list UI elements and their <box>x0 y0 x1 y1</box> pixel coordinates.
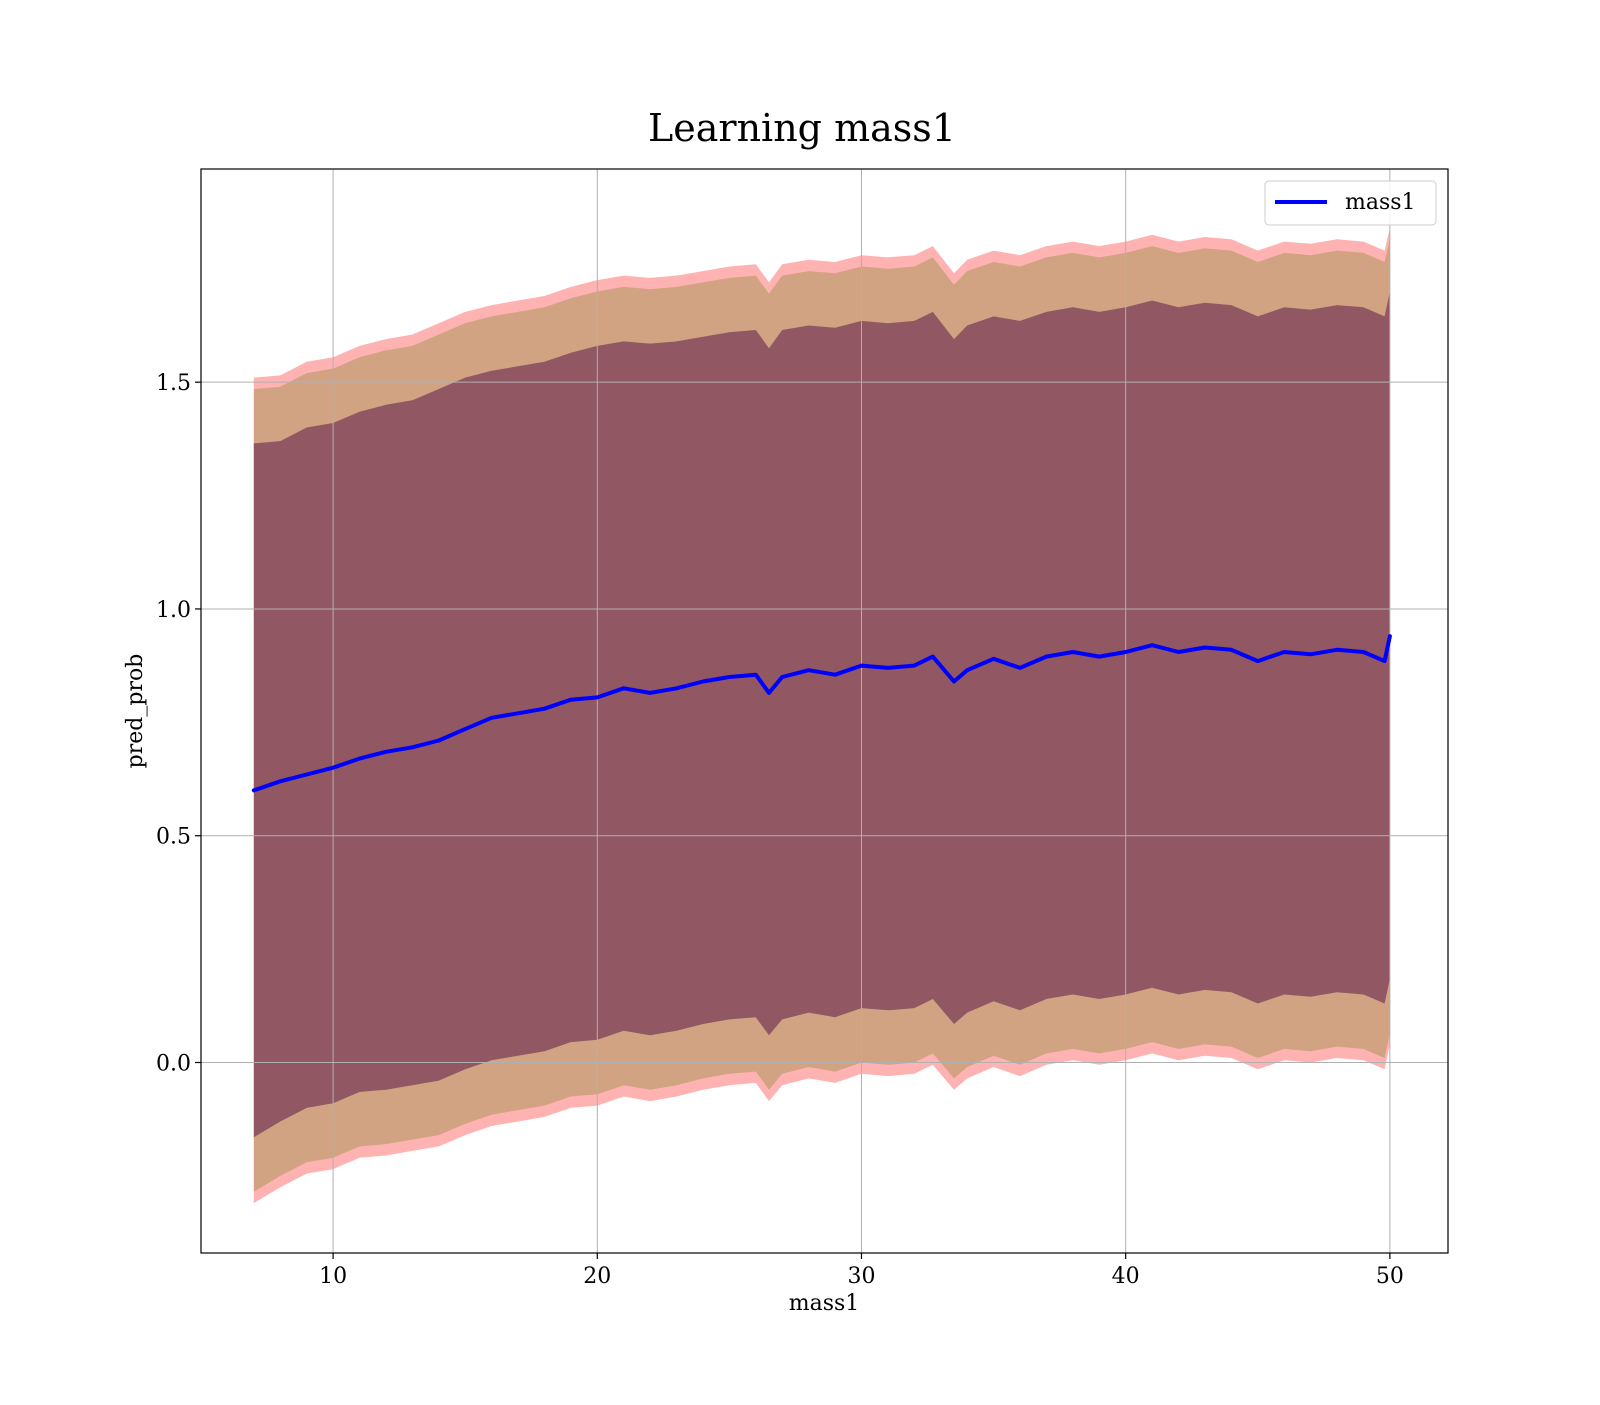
legend: mass1 <box>1264 180 1437 226</box>
confidence-bands <box>253 228 1390 1204</box>
band-inner <box>253 291 1390 1138</box>
y-tick-label: 1.0 <box>156 598 191 623</box>
x-tick-label: 10 <box>319 1264 347 1289</box>
series-line-mass1 <box>251 634 1392 793</box>
y-axis-ticks: 0.0 0.5 1.0 1.5 <box>156 371 201 1077</box>
y-tick-label: 1.5 <box>156 371 191 396</box>
legend-series-label: mass1 <box>1345 190 1416 215</box>
chart-title: Learning mass1 <box>648 106 956 150</box>
legend-box <box>1264 180 1437 226</box>
y-tick-label: 0.5 <box>156 825 191 850</box>
x-tick-label: 30 <box>847 1264 875 1289</box>
plot-frame <box>200 168 1449 1254</box>
x-tick-label: 20 <box>583 1264 611 1289</box>
grid-lines <box>201 169 1448 1253</box>
series-lines <box>251 634 1392 793</box>
y-axis-title: pred_prob <box>123 654 148 769</box>
x-tick-label: 50 <box>1376 1264 1404 1289</box>
x-tick-label: 40 <box>1112 1264 1140 1289</box>
x-axis-ticks: 10 20 30 40 50 <box>319 1253 1404 1289</box>
y-tick-label: 0.0 <box>156 1052 191 1077</box>
x-axis-title: mass1 <box>789 1291 860 1316</box>
